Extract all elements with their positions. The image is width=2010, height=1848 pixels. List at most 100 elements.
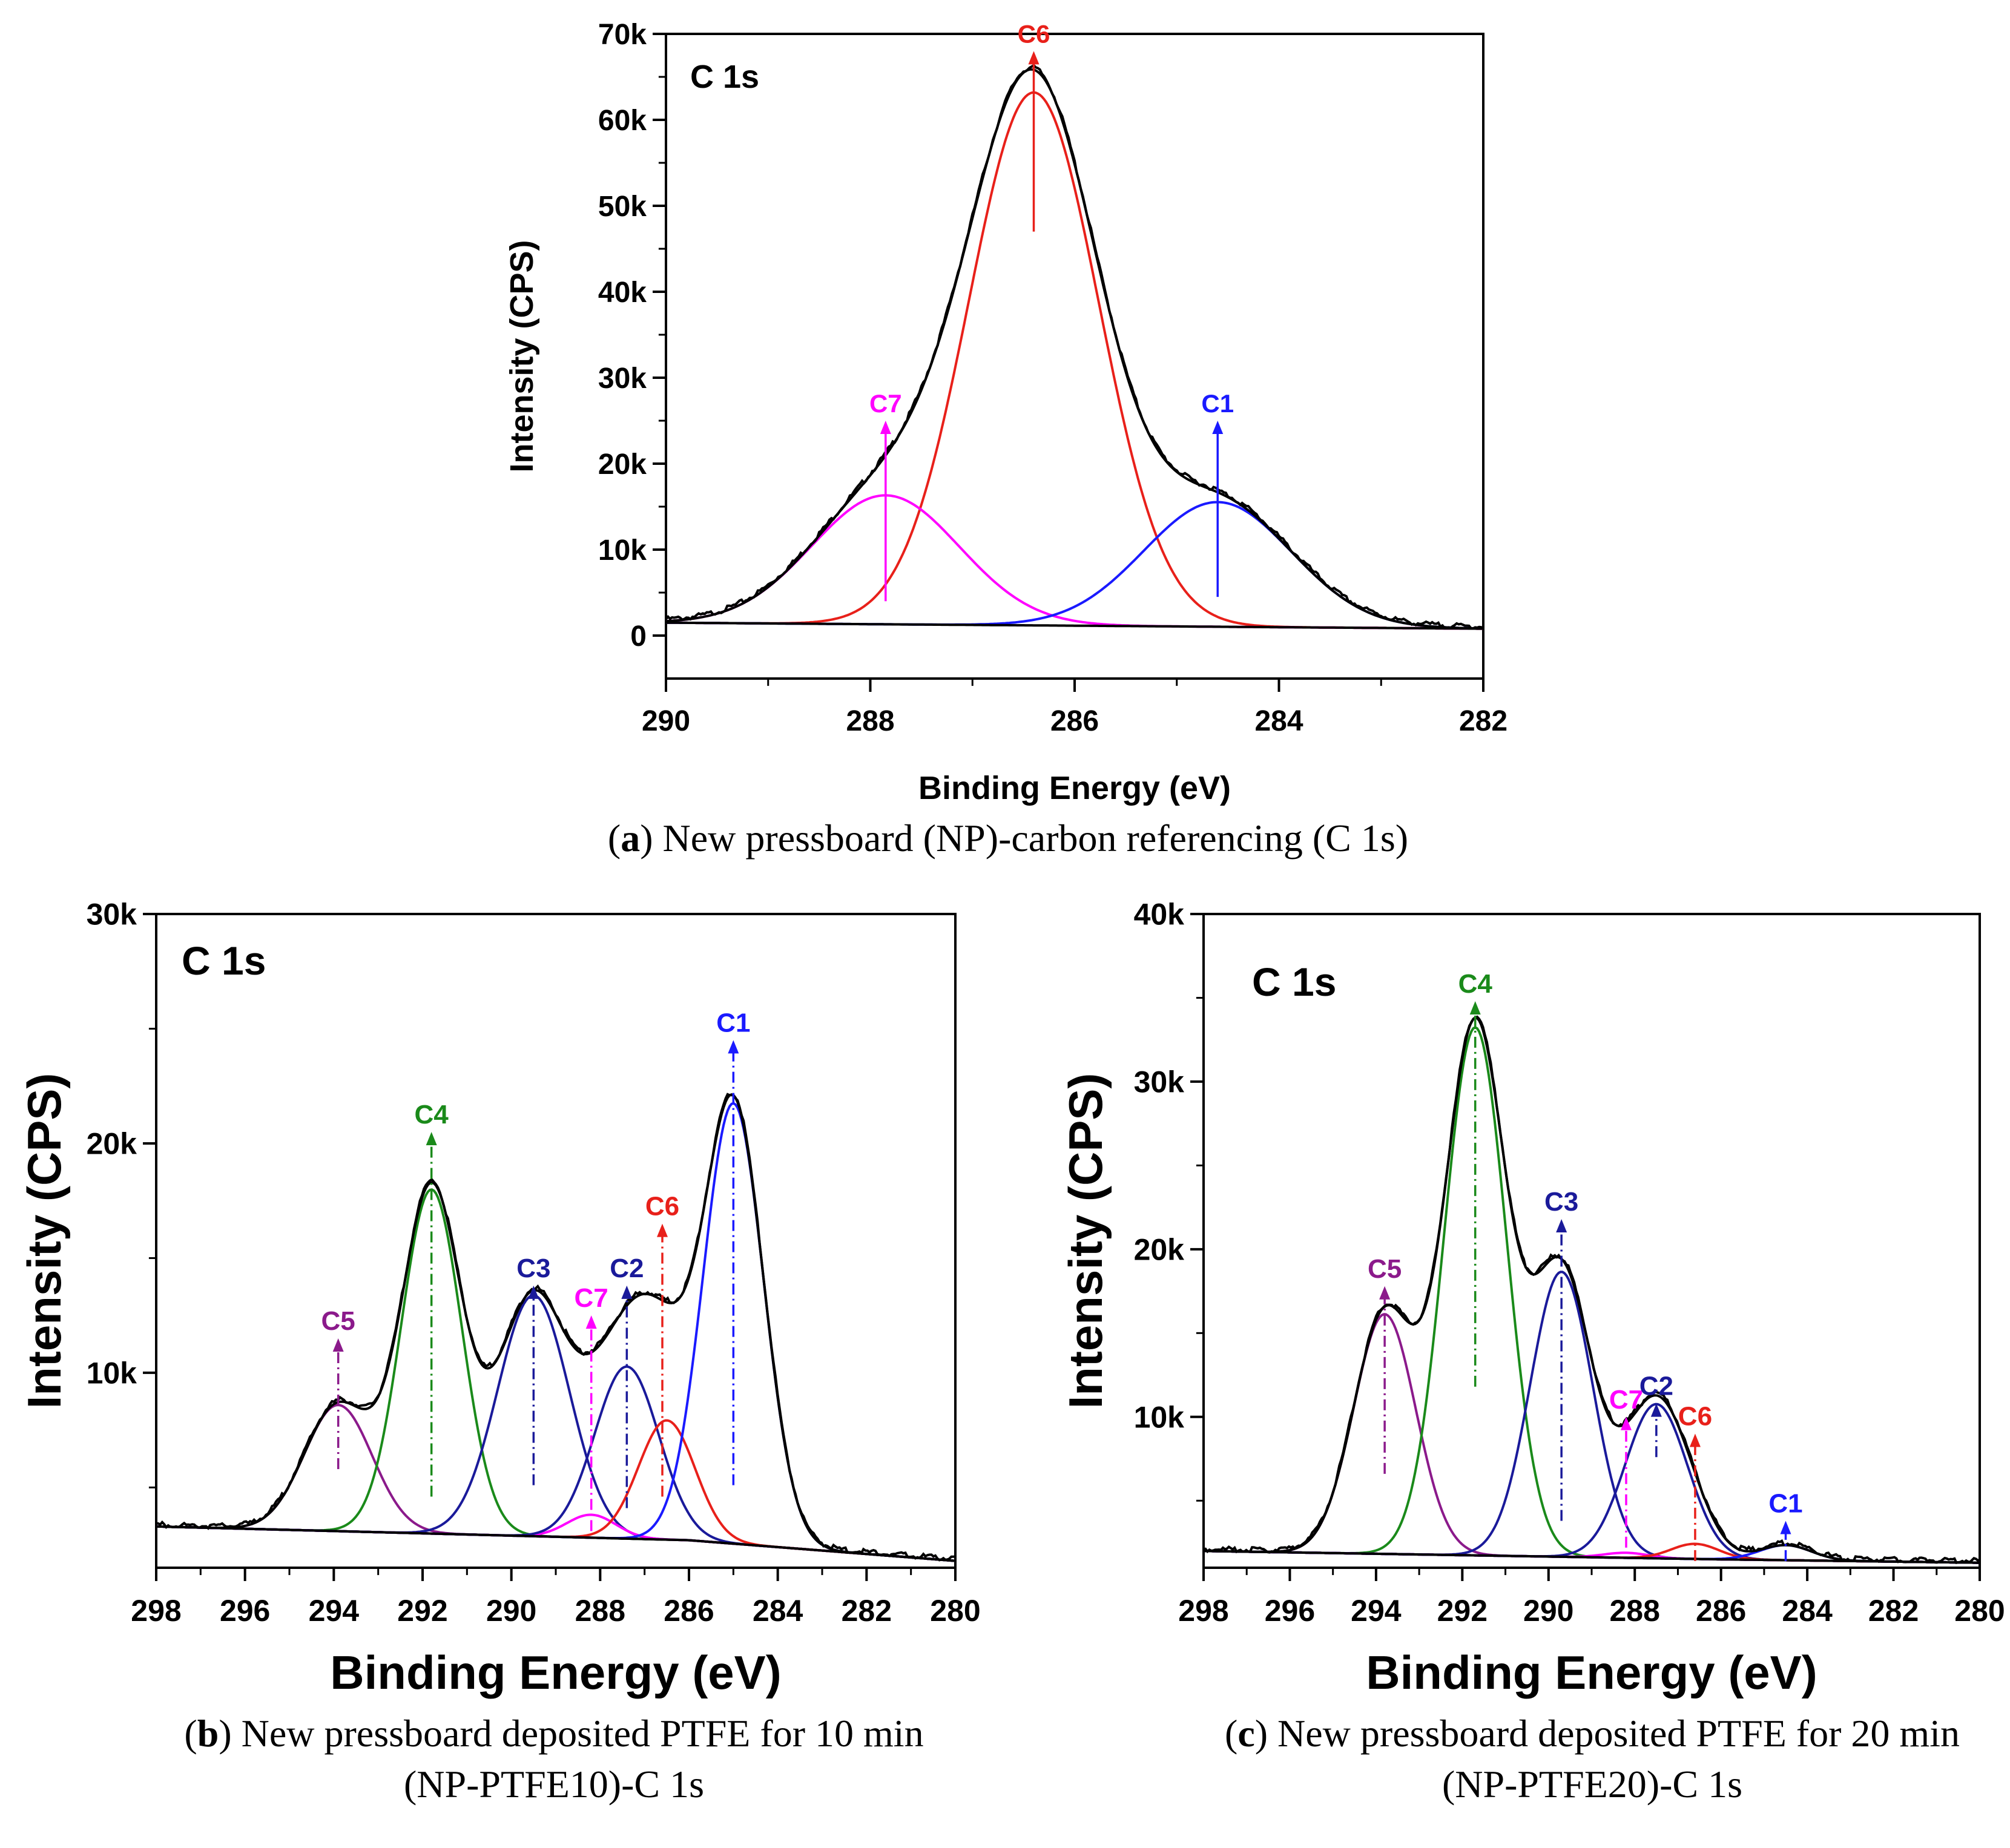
- peak-curve-c2: [156, 1365, 955, 1562]
- y-tick-label: 60k: [598, 105, 647, 137]
- background-line: [156, 1525, 955, 1562]
- peak-curve-c4: [1204, 1026, 1980, 1564]
- caption-open-paren: (: [608, 817, 621, 860]
- peak-curve-c6: [666, 91, 1483, 630]
- peak-label-c7: C7: [1609, 1385, 1643, 1415]
- y-tick-label: 10k: [1134, 1400, 1185, 1434]
- x-tick-label: 298: [131, 1594, 181, 1628]
- chart-panel-b: 298 296 294 292 290 288 286 284 282 280 10k 20k 30k B…: [18, 898, 981, 1806]
- peak-marker-arrowhead-c4: [426, 1132, 437, 1145]
- chart-panel-c: 298 296 294 292 290 288 286 284 282 280 10k 20k 30k 4…: [1059, 898, 2005, 1806]
- y-tick-label: 20k: [87, 1126, 137, 1160]
- caption-letter: c: [1237, 1712, 1254, 1755]
- fitted-envelope-line: [1204, 1016, 1980, 1564]
- figure-caption-a: (a) New pressboard (NP)-carbon referenci…: [608, 817, 1408, 860]
- x-tick-label: 288: [846, 705, 894, 737]
- x-axis-label: Binding Energy (eV): [1366, 1646, 1817, 1699]
- figure-caption-c: (c) New pressboard deposited PTFE for 20…: [1225, 1712, 1960, 1755]
- peak-marker-arrowhead-c4: [1469, 1001, 1481, 1014]
- y-tick-label: 30k: [598, 363, 647, 395]
- peak-marker-arrowhead-c3: [528, 1285, 539, 1299]
- x-tick-label: 286: [1696, 1594, 1746, 1628]
- x-tick-label: 292: [1437, 1594, 1488, 1628]
- caption-text: ) New pressboard deposited PTFE for 20 m…: [1255, 1712, 1960, 1755]
- x-tick-label: 296: [1265, 1594, 1315, 1628]
- x-tick-label: 290: [1523, 1594, 1573, 1628]
- x-tick-label: 290: [486, 1594, 536, 1628]
- x-axis-label: Binding Energy (eV): [918, 770, 1231, 806]
- peak-curve-c2: [1204, 1402, 1980, 1564]
- y-axis-label: Intensity (CPS): [18, 1073, 71, 1409]
- peak-label-c1: C1: [716, 1008, 750, 1037]
- peak-label-c2: C2: [1639, 1372, 1673, 1401]
- peak-marker-arrowhead-c1: [728, 1040, 739, 1054]
- y-axis-label: Intensity (CPS): [504, 240, 540, 472]
- panel-title: C 1s: [1252, 959, 1336, 1004]
- peak-label-c5: C5: [321, 1306, 355, 1336]
- x-tick-label: 292: [397, 1594, 447, 1628]
- peak-marker-arrowhead-c5: [1379, 1286, 1391, 1300]
- x-tick-label: 286: [664, 1594, 714, 1628]
- x-tick-label: 286: [1050, 705, 1099, 737]
- y-tick-label: 40k: [1134, 898, 1185, 932]
- y-tick-label: 30k: [87, 898, 137, 932]
- peak-curve-c6: [156, 1419, 955, 1562]
- fitted-envelope-line: [666, 68, 1483, 630]
- peak-label-c1: C1: [1201, 389, 1234, 418]
- peak-marker-arrowhead-c2: [621, 1285, 633, 1299]
- panel-title: C 1s: [182, 938, 266, 983]
- peak-label-c4: C4: [415, 1100, 449, 1130]
- y-axis-label: Intensity (CPS): [1059, 1073, 1112, 1409]
- y-tick-label: 20k: [1134, 1232, 1185, 1266]
- x-tick-label: 288: [575, 1594, 625, 1628]
- x-tick-label: 288: [1610, 1594, 1660, 1628]
- curve-layer: [156, 1093, 955, 1562]
- background-line: [666, 621, 1483, 630]
- peak-label-c7: C7: [869, 389, 902, 418]
- x-tick-label: 282: [1868, 1594, 1919, 1628]
- peak-marker-arrowhead-c6: [1689, 1433, 1701, 1447]
- x-tick-label: 280: [930, 1594, 980, 1628]
- caption-letter: a: [621, 817, 640, 860]
- peak-marker-arrowhead-c1: [1212, 421, 1224, 434]
- x-tick-label: 284: [1254, 705, 1303, 737]
- raw-data-line: [1204, 1015, 1980, 1565]
- figure-caption-line2: (NP-PTFE20)-C 1s: [1442, 1763, 1742, 1806]
- peak-label-c4: C4: [1458, 969, 1493, 999]
- peak-label-c3: C3: [1544, 1187, 1578, 1217]
- fitted-envelope-line: [156, 1093, 955, 1562]
- y-tick-label: 50k: [598, 191, 647, 223]
- peak-marker-arrowhead-c3: [1556, 1219, 1567, 1232]
- y-tick-label: 40k: [598, 277, 647, 309]
- chart-panel-a: 290 288 286 284 282 0 10k 20k 30k 40k 50k 60k 70k Bin…: [504, 19, 1508, 860]
- peak-label-c5: C5: [1368, 1254, 1402, 1284]
- x-tick-label: 284: [1782, 1594, 1833, 1628]
- peak-label-c2: C2: [610, 1254, 644, 1283]
- y-tick-label: 0: [630, 620, 647, 653]
- caption-text: ) New pressboard (NP)-carbon referencing…: [640, 817, 1408, 860]
- y-tick-label: 20k: [598, 449, 647, 481]
- y-tick-label: 10k: [598, 534, 647, 567]
- caption-open-paren: (: [184, 1712, 197, 1755]
- caption-letter: b: [197, 1712, 219, 1755]
- figure-caption-b: (b) New pressboard deposited PTFE for 10…: [184, 1712, 923, 1755]
- x-tick-label: 294: [1351, 1594, 1402, 1628]
- x-tick-label: 298: [1178, 1594, 1228, 1628]
- peak-marker-arrowhead-c1: [1780, 1521, 1791, 1534]
- peak-marker-arrowhead-c7: [880, 421, 891, 434]
- peak-label-c6: C6: [645, 1192, 679, 1222]
- x-tick-label: 284: [753, 1594, 803, 1628]
- x-tick-label: 282: [1459, 705, 1508, 737]
- peak-label-c3: C3: [516, 1254, 550, 1283]
- y-tick-label: 30k: [1134, 1065, 1185, 1099]
- peak-curve-c1: [156, 1102, 955, 1562]
- curve-layer: [666, 64, 1483, 630]
- panel-title: C 1s: [690, 59, 759, 95]
- peak-marker-arrowhead-c7: [1620, 1416, 1632, 1430]
- raw-data-line: [666, 64, 1483, 630]
- x-tick-label: 290: [642, 705, 690, 737]
- figure-caption-line2: (NP-PTFE10)-C 1s: [404, 1763, 704, 1806]
- x-tick-label: 294: [309, 1594, 360, 1628]
- y-tick-label: 70k: [598, 19, 647, 51]
- plot-frame: [1202, 913, 1981, 1569]
